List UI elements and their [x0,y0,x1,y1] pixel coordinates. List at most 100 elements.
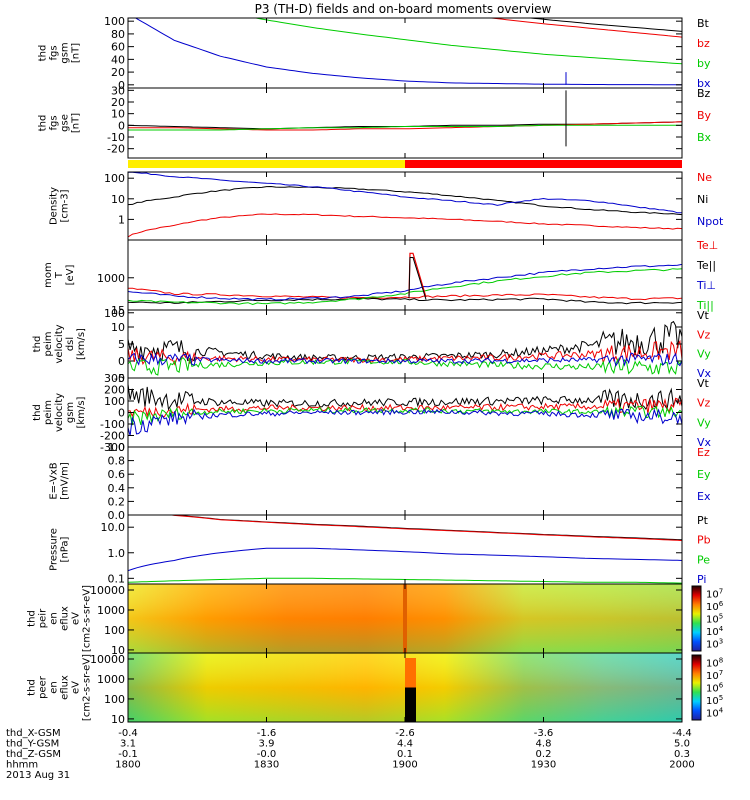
legend-Ni: Ni [697,193,708,206]
series-bz [487,18,682,38]
y-tick-label: 0.4 [108,482,126,495]
series-Npot [128,172,682,214]
y-tick-label: 100 [104,624,125,637]
y-axis-title: [nT] [71,43,82,63]
y-axis-title: thd [27,679,38,696]
colorbar-tick: 105 [706,613,723,626]
y-tick-label: 0.8 [108,455,126,468]
panel-4: 100 1000 mom T [eV] Te⊥ Te|| Ti⊥ Ti|| [43,239,718,320]
y-tick-label: 0.1 [108,572,126,585]
series-Vx [128,408,682,436]
y-axis-title: thd [38,45,49,62]
y-tick-label: 0.6 [108,468,126,481]
series-Bt [524,18,682,32]
y-axis-title: fgs [49,115,60,130]
y-axis-title: gse [60,114,71,132]
series-Pi [128,547,682,572]
series-Vz [128,339,682,366]
y-axis-title: thd [27,610,38,627]
legend-Ne: Ne [697,171,712,184]
status-bar [128,160,682,168]
x-tick-value: 3.1 [120,739,136,750]
status-bar-red [405,160,682,168]
series-Te⊥ [128,287,682,301]
y-tick-label: 10 [111,193,125,206]
panel-frame [127,446,683,516]
y-axis-title: fgs [49,45,60,60]
series-group [128,515,682,584]
colorbar-tick: 106 [706,682,724,695]
y-axis-title: thd [32,336,43,353]
x-tick-value: 0.2 [536,749,552,760]
y-tick-label: 0.2 [108,495,126,508]
series-group [128,172,682,238]
y-tick-label: 10 [111,713,125,726]
legend-Npot: Npot [697,215,724,228]
y-axis-title: E=-VxB [49,462,60,499]
legend-Vz: Vz [697,328,711,341]
y-axis-title: velocity [54,324,65,363]
legend-Bt: Bt [697,17,710,30]
y-axis-title: [nT] [71,113,82,133]
panel-frame [127,514,683,585]
x-tick-value: -1.6 [257,728,277,739]
data-gap-block [405,687,416,722]
series-group [128,320,682,376]
y-tick-label: 40 [111,53,125,66]
y-tick-label: -200 [100,430,125,443]
y-axis-title: velocity [54,393,65,432]
y-tick-label: 10000 [90,584,125,597]
series-Vy [128,405,682,426]
data-gap-stripe [405,658,416,690]
legend-Te||: Te|| [696,259,716,272]
colorbar-tick: 105 [706,694,723,707]
legend-Bx: Bx [697,131,712,144]
legend-Pb: Pb [697,534,711,547]
colorbar [691,585,702,652]
y-axis-title: eV [71,681,82,694]
y-tick-label: 10 [111,108,125,121]
legend-Pi: Pi [697,573,706,586]
status-bar-yellow [128,160,405,168]
x-tick-value: -2.6 [395,728,415,739]
te-par-spike [408,256,427,300]
y-tick-label: 20 [111,96,125,109]
figure-title: P3 (TH-D) fields and on-board moments ov… [255,2,552,16]
x-tick-value: -0.4 [118,728,138,739]
panel-frame [127,87,683,159]
y-tick-label: 10 [111,644,125,657]
y-tick-label: 0.0 [108,509,126,522]
series-Ti|| [128,268,682,306]
y-tick-label: -10 [107,131,125,144]
legend-Vt: Vt [697,377,710,390]
series-Ne [128,213,682,238]
y-tick-label: 300 [104,372,125,385]
panel-8: 0.1 1.0 10.0 Pressure [nPa] Pt Pb Pe Pi [49,514,711,586]
legend-Vx: Vx [697,436,712,449]
colorbar-tick: 108 [706,657,723,670]
y-tick-label: 100 [104,172,125,185]
y-tick-label: 0 [118,79,125,92]
series-Pb [168,515,682,542]
x-tick-value: 5.0 [674,739,690,750]
y-axis-title: [mV/m] [60,462,71,500]
panel-frame [127,171,683,241]
series-Bx [128,124,682,131]
y-tick-label: 10.0 [101,521,126,534]
y-axis-title: [cm2-s-sr-eV] [82,654,93,721]
series-Ti⊥ [128,263,682,301]
panel-3: 1 10 100 Density [cm-3] Ne Ni Npot [49,171,724,241]
x-row-label: thd_Z-GSM [6,749,61,760]
legend-Vt: Vt [697,309,710,322]
x-tick-value: 4.4 [397,739,413,750]
x-row-label: thd_Y-GSM [6,739,59,750]
y-tick-label: -100 [100,418,125,431]
y-tick-label: 5 [118,338,125,351]
y-tick-label: 20 [111,66,125,79]
series-Te|| [128,297,682,305]
